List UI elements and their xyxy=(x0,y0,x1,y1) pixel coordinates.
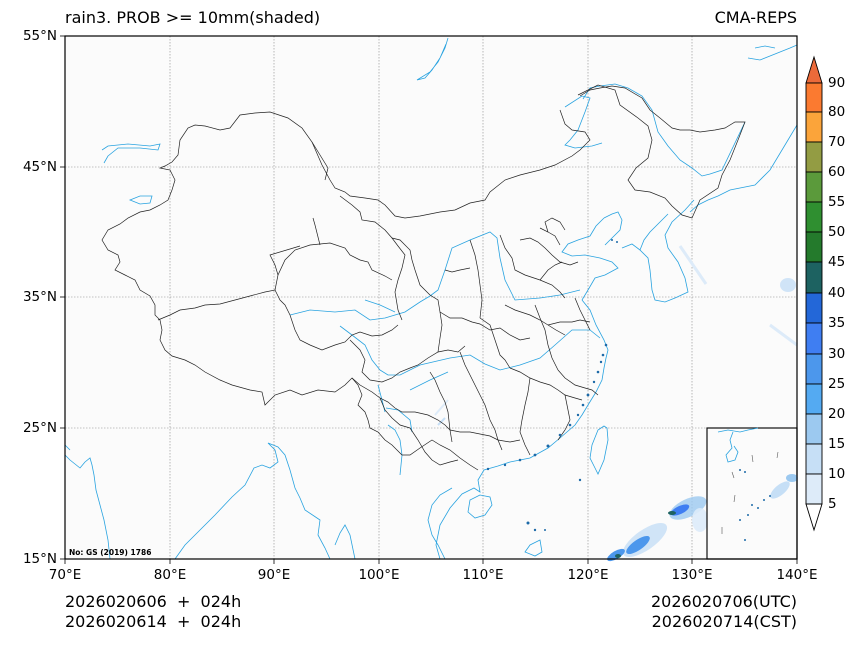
lon-tick-120e: 120°E xyxy=(567,567,609,583)
administrative-borders xyxy=(101,84,746,471)
valid-time-cst: 2026020714(CST) xyxy=(651,612,797,631)
colorbar-label-50: 50 xyxy=(828,224,846,240)
colorbar-label-80: 80 xyxy=(828,104,846,120)
colorbar xyxy=(805,55,823,532)
lon-tick-80e: 80°E xyxy=(153,567,187,583)
coastal-precip-dots xyxy=(486,239,618,532)
lat-tick-55n: 55°N xyxy=(22,28,57,44)
map-approval-number: No: GS (2019) 1786 xyxy=(69,548,152,557)
axis-ticks xyxy=(60,35,798,564)
colorbar-label-45: 45 xyxy=(828,254,846,270)
plot-title: rain3. PROB >= 10mm(shaded) xyxy=(65,8,321,27)
map-frame xyxy=(64,35,798,560)
colorbar-label-25: 25 xyxy=(828,376,846,392)
init-time-cst: 2026020614 + 024h xyxy=(65,612,242,631)
lon-tick-130e: 130°E xyxy=(671,567,713,583)
init-time-utc: 2026020606 + 024h xyxy=(65,592,242,611)
valid-time-utc: 2026020706(UTC) xyxy=(651,592,797,611)
colorbar-label-20: 20 xyxy=(828,406,846,422)
colorbar-label-40: 40 xyxy=(828,285,846,301)
colorbar-label-30: 30 xyxy=(828,346,846,362)
lon-tick-100e: 100°E xyxy=(358,567,400,583)
lat-tick-25n: 25°N xyxy=(22,420,57,436)
model-name: CMA-REPS xyxy=(714,8,797,27)
colorbar-label-70: 70 xyxy=(828,134,846,150)
lat-tick-35n: 35°N xyxy=(22,289,57,305)
lat-tick-15n: 15°N xyxy=(22,551,57,567)
colorbar-label-5: 5 xyxy=(828,496,837,512)
lon-tick-90e: 90°E xyxy=(257,567,291,583)
valid-time-block: 2026020706(UTC) 2026020714(CST) xyxy=(651,592,797,632)
colorbar-label-35: 35 xyxy=(828,315,846,331)
lon-tick-110e: 110°E xyxy=(462,567,504,583)
colorbar-label-90: 90 xyxy=(828,75,846,91)
precip-probability-shading xyxy=(434,245,798,562)
lat-tick-45n: 45°N xyxy=(22,159,57,175)
lon-tick-140e: 140°E xyxy=(776,567,818,583)
init-time-block: 2026020606 + 024h 2026020614 + 024h xyxy=(65,592,241,632)
lon-tick-70e: 70°E xyxy=(48,567,82,583)
colorbar-label-15: 15 xyxy=(828,436,846,452)
colorbar-label-55: 55 xyxy=(828,194,846,210)
map-background xyxy=(65,36,797,559)
colorbar-label-60: 60 xyxy=(828,164,846,180)
south-china-sea-inset xyxy=(706,427,798,560)
colorbar-label-10: 10 xyxy=(828,466,846,482)
